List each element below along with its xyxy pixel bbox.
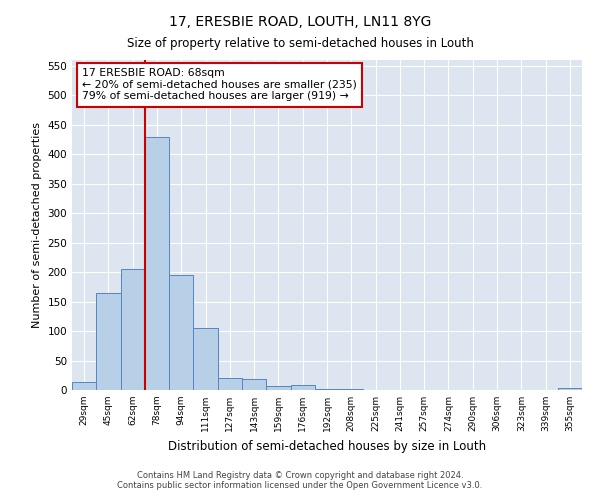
Bar [290,386,315,390]
Bar [218,378,242,390]
Bar [193,328,218,390]
Bar [96,293,121,390]
Bar [266,386,290,390]
Bar [242,380,266,390]
Bar [145,136,169,390]
Text: Contains HM Land Registry data © Crown copyright and database right 2024.
Contai: Contains HM Land Registry data © Crown c… [118,470,482,490]
X-axis label: Distribution of semi-detached houses by size in Louth: Distribution of semi-detached houses by … [168,440,486,452]
Text: 17, ERESBIE ROAD, LOUTH, LN11 8YG: 17, ERESBIE ROAD, LOUTH, LN11 8YG [169,15,431,29]
Bar [72,382,96,390]
Bar [558,388,582,390]
Y-axis label: Number of semi-detached properties: Number of semi-detached properties [32,122,42,328]
Text: 17 ERESBIE ROAD: 68sqm
← 20% of semi-detached houses are smaller (235)
79% of se: 17 ERESBIE ROAD: 68sqm ← 20% of semi-det… [82,68,357,102]
Bar [169,274,193,390]
Text: Size of property relative to semi-detached houses in Louth: Size of property relative to semi-detach… [127,38,473,51]
Bar [315,389,339,390]
Bar [121,269,145,390]
